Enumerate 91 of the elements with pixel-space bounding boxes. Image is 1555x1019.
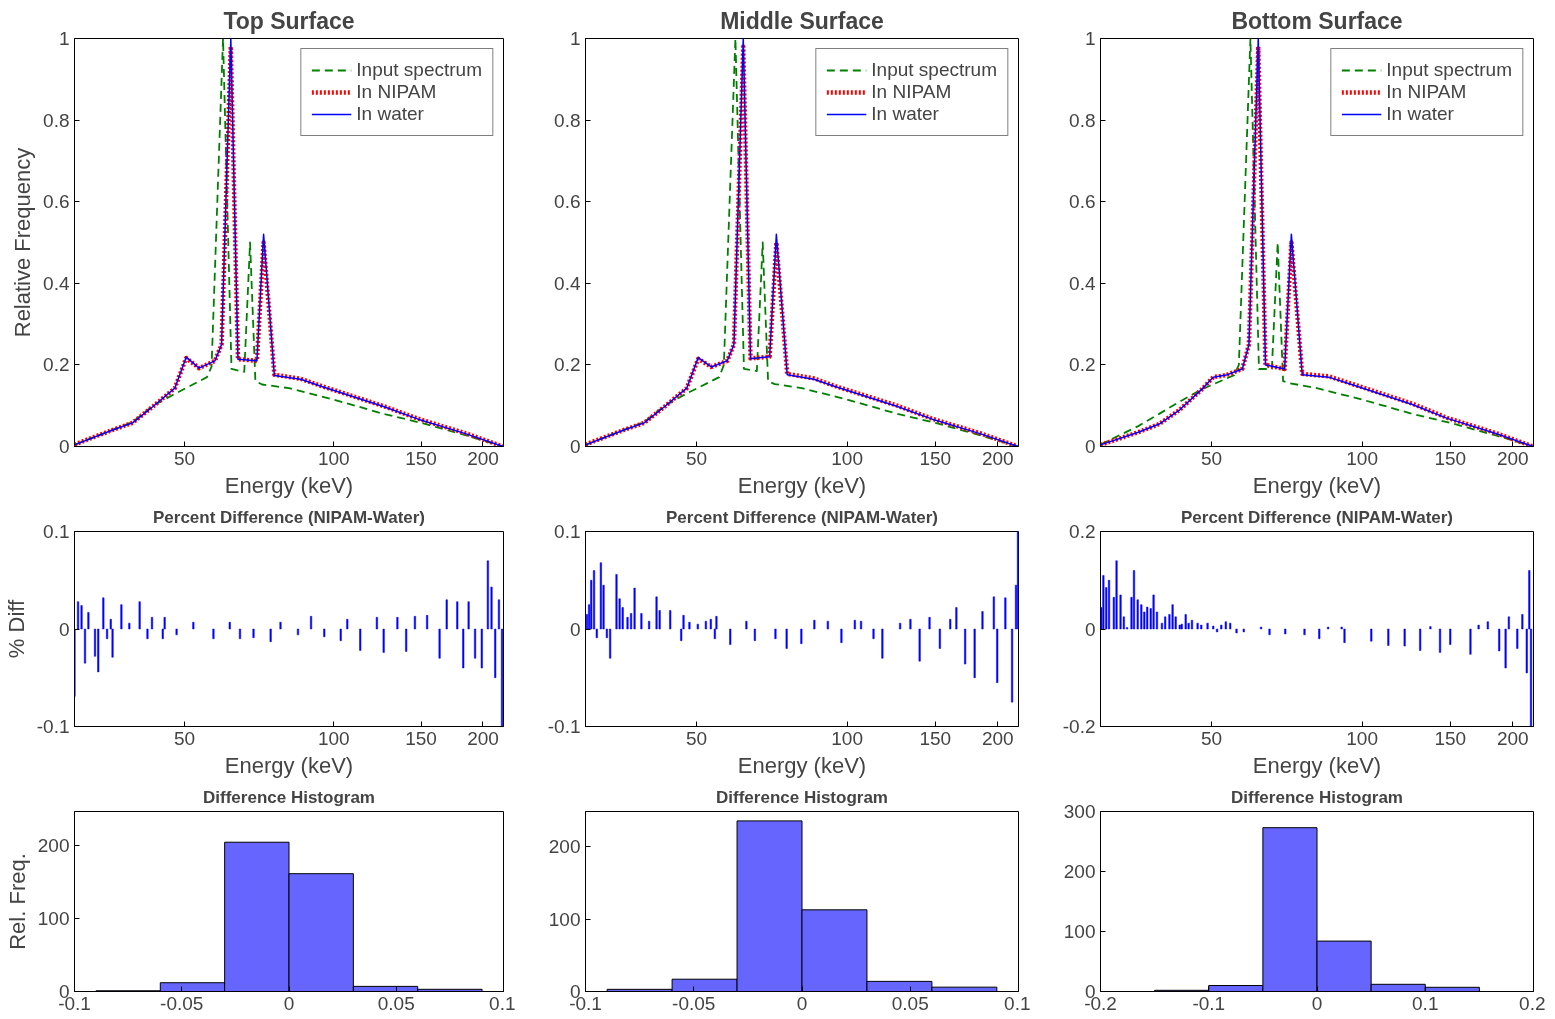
y-tick-label: 0: [58, 618, 70, 640]
x-tick-label: -0.05: [160, 992, 204, 1014]
x-tick-label: 50: [685, 727, 708, 749]
y-tick-label: 0.4: [43, 272, 70, 294]
x-tick-label: 200: [981, 447, 1014, 469]
x-tick-label: 0.1: [1004, 992, 1031, 1014]
y-tick-label: 0.8: [43, 109, 70, 131]
x-tick-label: 100: [1346, 447, 1378, 469]
x-tick-label: 200: [467, 447, 499, 469]
legend-label: Input spectrum: [871, 59, 997, 81]
x-tick-label: 0.1: [1412, 992, 1439, 1014]
y-tick-label: 0.2: [43, 354, 70, 376]
y-tick-label: 0.1: [554, 521, 581, 542]
legend-label: Input spectrum: [356, 59, 482, 81]
y-tick-label: 0: [569, 618, 581, 640]
x-axis-title: Energy (keV): [1252, 472, 1382, 498]
x-tick-label: -0.05: [672, 992, 716, 1014]
y-tick-label: 0.8: [554, 109, 581, 131]
x-tick-label: 200: [1496, 727, 1529, 749]
x-axis-title: Energy (keV): [224, 752, 354, 778]
x-tick-label: 150: [405, 727, 437, 749]
y-tick-label: 0.2: [1069, 521, 1096, 542]
x-tick-label: 0: [283, 992, 295, 1014]
y-tick-label: 0.6: [43, 191, 70, 213]
x-tick-label: 150: [919, 447, 952, 469]
y-tick-label: 1: [1084, 28, 1096, 49]
legend-label: In NIPAM: [871, 81, 952, 103]
y-tick-label: 0.4: [554, 272, 581, 294]
x-tick-label: 200: [1496, 447, 1529, 469]
chart-title: Percent Difference (NIPAM-Water): [1180, 507, 1454, 527]
legend-label: In NIPAM: [356, 81, 437, 103]
x-tick-label: 100: [1346, 727, 1378, 749]
y-tick-label: 100: [1063, 921, 1096, 942]
y-tick-label: 1: [58, 28, 70, 49]
y-tick-label: 0.1: [43, 521, 70, 542]
x-tick-label: 50: [173, 447, 196, 469]
x-tick-label: 0: [796, 992, 808, 1014]
x-tick-label: 200: [981, 727, 1014, 749]
chart-title: Difference Histogram: [716, 787, 888, 807]
chart-title: Bottom Surface: [1231, 7, 1403, 34]
x-tick-label: 150: [919, 727, 952, 749]
chart-title: Percent Difference (NIPAM-Water): [665, 507, 939, 527]
y-tick-label: 0.4: [1069, 272, 1096, 294]
y-tick-label: 1: [569, 28, 581, 49]
y-tick-label: 0: [1084, 618, 1096, 640]
x-tick-label: -0.1: [1192, 992, 1226, 1014]
y-tick-label: 0.8: [1069, 109, 1096, 131]
x-tick-label: 200: [467, 727, 499, 749]
chart-title: Difference Histogram: [203, 787, 375, 807]
x-tick-label: 150: [405, 447, 437, 469]
x-axis-title: Energy (keV): [737, 752, 867, 778]
x-tick-label: 100: [831, 727, 863, 749]
y-axis-title: Rel. Freq.: [4, 853, 30, 950]
y-tick-label: 200: [1063, 861, 1096, 882]
y-tick-label: 200: [37, 834, 70, 856]
legend-label: Input spectrum: [1386, 59, 1512, 81]
x-tick-label: 50: [685, 447, 708, 469]
y-tick-label: 0.6: [1069, 191, 1096, 213]
x-tick-label: 0.2: [1519, 992, 1546, 1014]
x-tick-label: 100: [831, 447, 863, 469]
x-tick-label: 50: [1200, 447, 1223, 469]
x-tick-label: 100: [317, 727, 350, 749]
x-tick-label: 0.1: [489, 992, 516, 1014]
x-tick-label: 50: [173, 727, 196, 749]
legend-label: In NIPAM: [1386, 81, 1467, 103]
y-tick-label: 100: [548, 908, 581, 930]
y-tick-label: 200: [548, 836, 581, 858]
y-axis-title: % Diff: [3, 598, 29, 659]
x-tick-label: 150: [1434, 447, 1467, 469]
chart-title: Difference Histogram: [1231, 787, 1403, 807]
legend-label: In water: [1386, 103, 1454, 125]
x-axis-title: Energy (keV): [224, 472, 354, 498]
y-tick-label: 0.2: [554, 354, 581, 376]
x-tick-label: 0.05: [891, 992, 929, 1014]
legend-label: In water: [871, 103, 939, 125]
y-tick-label: 0.2: [1069, 354, 1096, 376]
chart-title: Percent Difference (NIPAM-Water): [152, 507, 426, 527]
y-axis-title: Relative Frequency: [10, 147, 36, 338]
y-tick-label: 100: [37, 907, 70, 929]
x-tick-label: 100: [317, 447, 350, 469]
x-tick-label: 0.05: [377, 992, 415, 1014]
x-axis-title: Energy (keV): [737, 472, 867, 498]
x-tick-label: 0: [1311, 992, 1323, 1014]
x-axis-title: Energy (keV): [1252, 752, 1382, 778]
x-tick-label: 50: [1200, 727, 1223, 749]
y-tick-label: 0.6: [554, 191, 581, 213]
chart-title: Middle Surface: [720, 7, 884, 34]
y-tick-label: 300: [1063, 801, 1096, 822]
chart-title: Top Surface: [223, 7, 355, 34]
legend-label: In water: [356, 103, 424, 125]
x-tick-label: 150: [1434, 727, 1467, 749]
